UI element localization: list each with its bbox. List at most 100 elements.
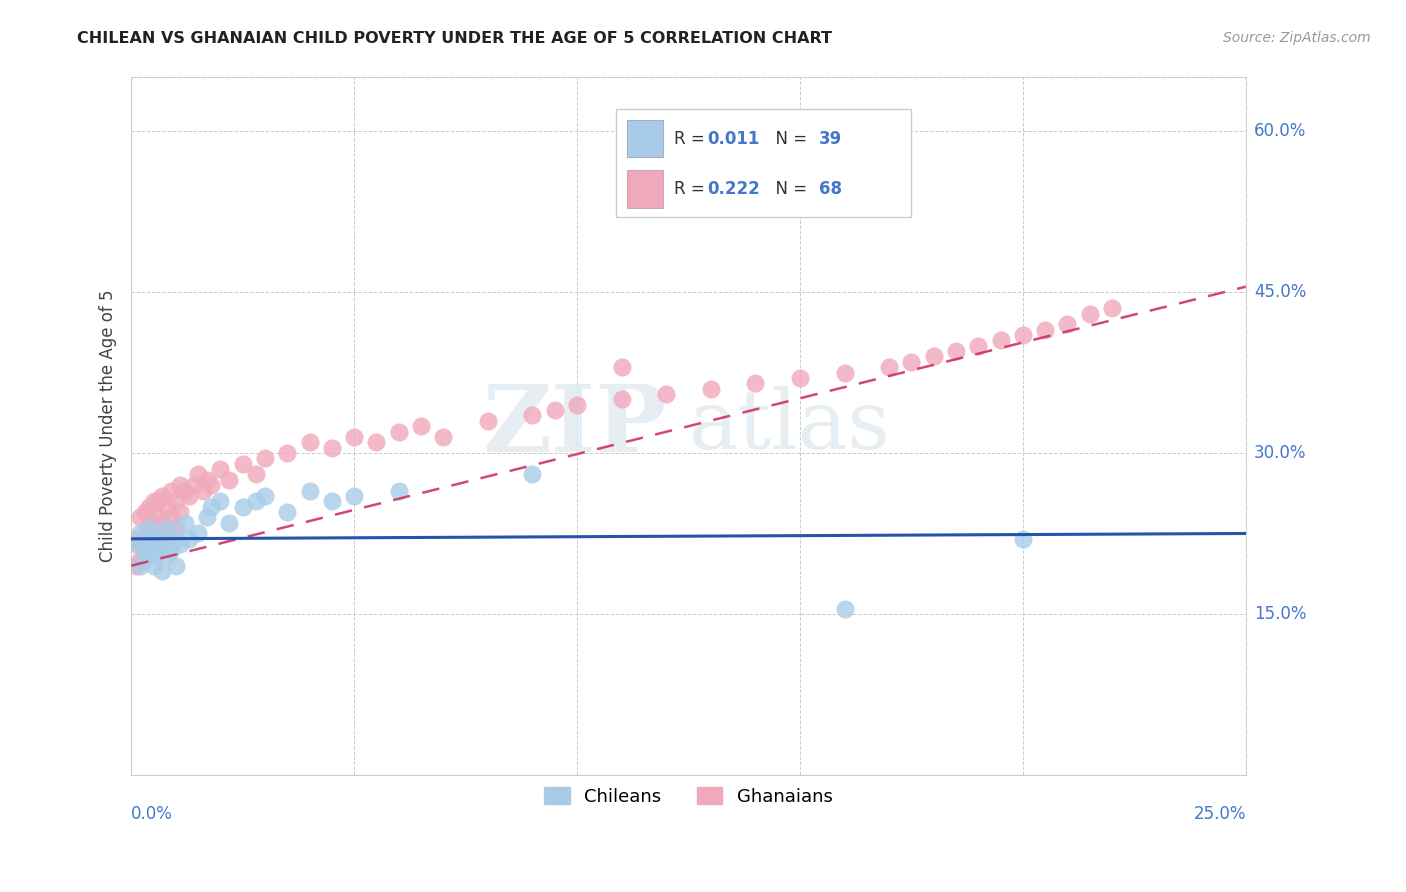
Point [142, 548, 165, 562]
Point [477, 414, 499, 428]
Point [138, 521, 160, 535]
Point [156, 548, 179, 562]
Point [146, 510, 169, 524]
Point [276, 505, 298, 519]
Point [388, 483, 411, 498]
Point [160, 483, 183, 498]
Point [179, 489, 201, 503]
Point [789, 371, 811, 385]
Point [138, 537, 160, 551]
Point [129, 537, 152, 551]
Point [209, 494, 232, 508]
Point [744, 376, 766, 391]
Point [156, 500, 179, 514]
Text: 60.0%: 60.0% [1254, 122, 1306, 140]
Point [129, 553, 152, 567]
Point [125, 532, 148, 546]
Point [232, 457, 254, 471]
Point [245, 467, 267, 482]
Point [152, 564, 174, 578]
Point [129, 510, 152, 524]
Point [1078, 306, 1101, 320]
Text: 30.0%: 30.0% [1254, 444, 1306, 462]
Legend: Chileans, Ghanaians: Chileans, Ghanaians [536, 778, 842, 814]
Point [253, 451, 276, 466]
Point [834, 366, 856, 380]
Point [209, 462, 232, 476]
FancyBboxPatch shape [616, 109, 911, 217]
Text: 68: 68 [818, 180, 842, 198]
Point [200, 500, 222, 514]
Text: 0.011: 0.011 [707, 129, 759, 147]
Point [945, 344, 967, 359]
Point [544, 403, 567, 417]
Point [195, 510, 218, 524]
Point [138, 500, 160, 514]
Point [232, 500, 254, 514]
Point [173, 483, 195, 498]
Point [200, 478, 222, 492]
Text: atlas: atlas [689, 386, 890, 467]
Text: 25.0%: 25.0% [1194, 805, 1246, 823]
Point [146, 526, 169, 541]
Text: ZIP: ZIP [482, 381, 666, 471]
Point [156, 526, 179, 541]
Point [138, 537, 160, 551]
Point [169, 537, 191, 551]
Point [253, 489, 276, 503]
Point [165, 521, 187, 535]
Point [922, 350, 945, 364]
Point [967, 339, 990, 353]
Text: N =: N = [765, 129, 813, 147]
Text: Source: ZipAtlas.com: Source: ZipAtlas.com [1223, 31, 1371, 45]
Point [187, 526, 209, 541]
Text: 15.0%: 15.0% [1254, 605, 1306, 623]
Point [990, 334, 1012, 348]
Text: 0.0%: 0.0% [131, 805, 173, 823]
Point [321, 441, 343, 455]
Point [165, 532, 187, 546]
Point [1033, 323, 1056, 337]
Point [877, 360, 900, 375]
Point [138, 521, 160, 535]
Point [900, 355, 922, 369]
Text: 45.0%: 45.0% [1254, 283, 1306, 301]
Text: R =: R = [673, 129, 710, 147]
Bar [627, 170, 662, 209]
Point [245, 494, 267, 508]
Point [432, 430, 454, 444]
Point [134, 548, 156, 562]
Point [218, 473, 240, 487]
Point [218, 516, 240, 530]
Point [160, 542, 183, 557]
Bar [627, 120, 662, 158]
Point [134, 532, 156, 546]
Point [152, 489, 174, 503]
Point [169, 478, 191, 492]
Point [173, 516, 195, 530]
Point [152, 516, 174, 530]
Point [321, 494, 343, 508]
Point [522, 467, 544, 482]
Point [610, 360, 633, 375]
Point [343, 430, 366, 444]
Y-axis label: Child Poverty Under the Age of 5: Child Poverty Under the Age of 5 [100, 290, 117, 563]
Point [134, 505, 156, 519]
Text: 0.222: 0.222 [707, 180, 761, 198]
Point [134, 542, 156, 557]
Point [146, 537, 169, 551]
Point [165, 558, 187, 573]
Point [134, 526, 156, 541]
Point [183, 478, 205, 492]
Point [169, 505, 191, 519]
Text: 39: 39 [818, 129, 842, 147]
Point [276, 446, 298, 460]
Point [156, 521, 179, 535]
Point [146, 542, 169, 557]
Point [152, 537, 174, 551]
Point [1056, 318, 1078, 332]
Text: CHILEAN VS GHANAIAN CHILD POVERTY UNDER THE AGE OF 5 CORRELATION CHART: CHILEAN VS GHANAIAN CHILD POVERTY UNDER … [77, 31, 832, 46]
Text: N =: N = [765, 180, 813, 198]
Point [125, 558, 148, 573]
Point [610, 392, 633, 407]
